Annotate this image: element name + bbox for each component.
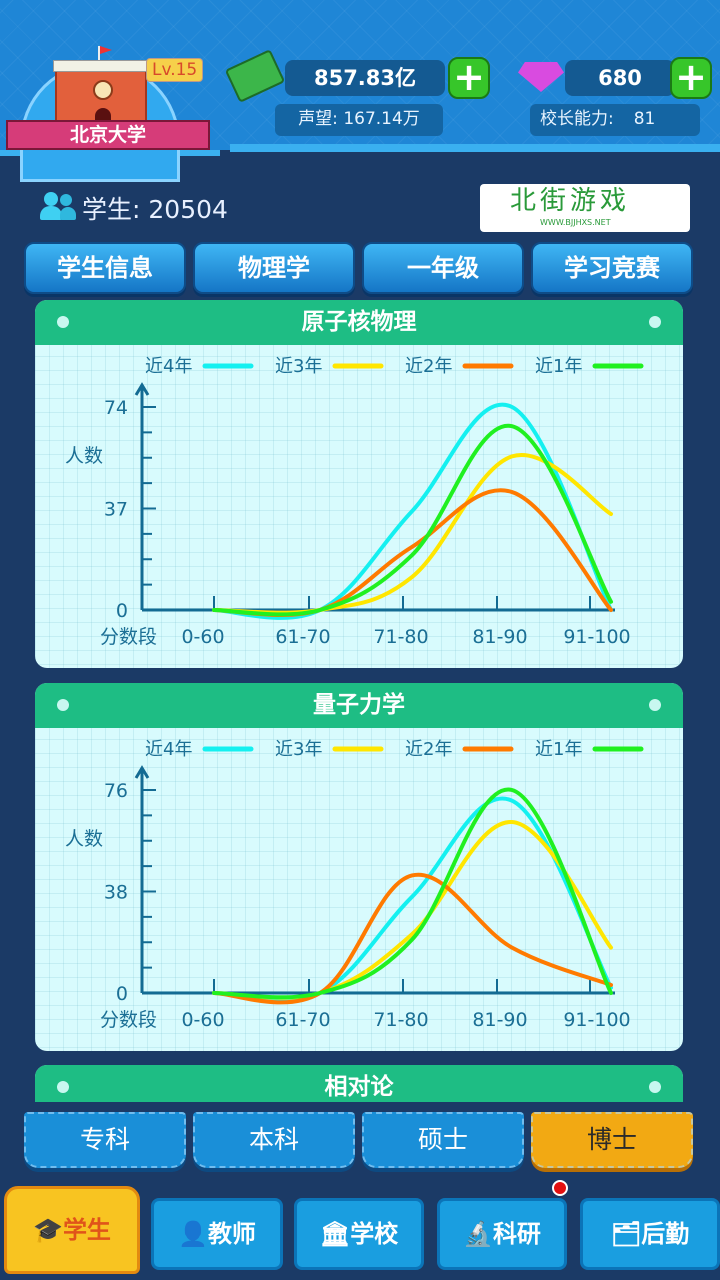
ability-label: 校长能力: [540, 109, 614, 129]
y-tick-label: 38 [104, 882, 128, 904]
x-tick-label: 0-60 [181, 626, 224, 648]
decor-dot [57, 699, 69, 711]
series-line [212, 796, 613, 1003]
flag-icon [98, 46, 112, 60]
decor-dot [57, 1081, 69, 1093]
x-tick-label: 0-60 [181, 1009, 224, 1031]
building-columns-icon: 🏛 [319, 1220, 351, 1248]
filter-student-info[interactable]: 学生信息 [24, 242, 186, 294]
chart-card-nuclear-physics: 原子核物理 近4年 近3年 近2年 近1年 0 37 74 人数分数段 0-60 61-70 71-… [35, 300, 683, 668]
x-tick-label: 61-70 [275, 626, 330, 648]
legend-label: 近4年 [145, 739, 192, 760]
microscope-icon: 🔬 [463, 1220, 493, 1248]
legend-label: 近1年 [535, 356, 582, 377]
legend-label: 近1年 [535, 739, 582, 760]
legend-label: 近2年 [405, 356, 452, 377]
nav-label: 科研 [492, 1220, 541, 1248]
student-count-value: 20504 [148, 195, 228, 224]
users-icon [40, 192, 76, 222]
y-tick-label: 37 [104, 499, 128, 521]
prestige-label: 声望: [298, 109, 338, 129]
legend-label: 近2年 [405, 739, 452, 760]
watermark-url: WWW.BJJHXS.NET [540, 218, 611, 227]
prestige-display: 声望: 167.14万 [275, 104, 443, 136]
chart-card-relativity: 相对论 [35, 1065, 683, 1102]
chart-title: 量子力学 [35, 683, 683, 728]
money-display: 857.83亿 [285, 60, 445, 96]
student-count: 学生: 20504 [82, 190, 228, 226]
series-line [212, 402, 613, 620]
x-axis-label: 分数段 [100, 626, 157, 648]
nav-teachers[interactable]: 👤教师 [151, 1198, 283, 1270]
chart-title: 原子核物理 [35, 300, 683, 345]
filter-competition[interactable]: 学习竞赛 [531, 242, 693, 294]
gem-display: 680 [565, 60, 675, 96]
level-tab-bachelor[interactable]: 本科 [193, 1112, 355, 1168]
y-axis-arrow [134, 382, 150, 396]
chart-title: 相对论 [35, 1065, 683, 1102]
x-tick-label: 91-100 [563, 626, 630, 648]
y-tick-label: 0 [116, 600, 128, 622]
y-tick-label: 74 [104, 397, 128, 419]
add-gems-button[interactable]: + [670, 57, 712, 99]
y-axis-label: 人数 [65, 445, 103, 467]
nav-label: 教师 [207, 1220, 256, 1248]
ability-display: 校长能力: 81 [530, 104, 700, 136]
notification-dot [552, 1180, 568, 1196]
student-count-label: 学生: [82, 195, 141, 224]
school-name: 北京大学 [6, 120, 210, 150]
teacher-icon: 👤 [178, 1220, 208, 1248]
graduation-cap-icon: 🎓 [33, 1216, 63, 1244]
logistics-icon: 🗂 [610, 1220, 642, 1248]
nav-research[interactable]: 🔬科研 [437, 1198, 567, 1270]
y-axis-label: 人数 [65, 828, 103, 850]
x-tick-label: 91-100 [563, 1009, 630, 1031]
watermark-text: 北街游戏 [510, 186, 631, 216]
decor-dot [57, 316, 69, 328]
nav-students[interactable]: 🎓学生 [4, 1186, 140, 1274]
nav-label: 学校 [350, 1220, 399, 1248]
legend-label: 近3年 [275, 356, 322, 377]
x-tick-label: 61-70 [275, 1009, 330, 1031]
prestige-value: 167.14万 [343, 109, 420, 129]
nav-label: 后勤 [641, 1220, 690, 1248]
ability-value: 81 [633, 109, 656, 129]
level-tab-associate[interactable]: 专科 [24, 1112, 186, 1168]
x-tick-label: 81-90 [472, 1009, 527, 1031]
x-tick-label: 71-80 [373, 1009, 428, 1031]
y-tick-label: 76 [104, 780, 128, 802]
y-tick-label: 0 [116, 983, 128, 1005]
series-line [212, 424, 613, 617]
watermark: 北街游戏 WWW.BJJHXS.NET [480, 184, 690, 232]
decor-dot [649, 316, 661, 328]
y-axis-arrow [134, 765, 150, 779]
legend-label: 近3年 [275, 739, 322, 760]
add-money-button[interactable]: + [448, 57, 490, 99]
x-tick-label: 81-90 [472, 626, 527, 648]
nav-logistics[interactable]: 🗂后勤 [580, 1198, 720, 1270]
decor-dot [649, 699, 661, 711]
filter-grade[interactable]: 一年级 [362, 242, 524, 294]
nav-label: 学生 [62, 1216, 111, 1244]
filter-major[interactable]: 物理学 [193, 242, 355, 294]
x-axis-label: 分数段 [100, 1009, 157, 1031]
series-line [212, 452, 613, 615]
x-tick-label: 71-80 [373, 626, 428, 648]
nav-school[interactable]: 🏛学校 [294, 1198, 424, 1270]
series-line [212, 787, 613, 1000]
level-tab-doctor[interactable]: 博士 [531, 1112, 693, 1168]
level-badge: Lv.15 [146, 58, 204, 82]
level-tab-master[interactable]: 硕士 [362, 1112, 524, 1168]
decor-dot [649, 1081, 661, 1093]
chart-card-quantum-mechanics: 量子力学 近4年 近3年 近2年 近1年 0 38 76 人数分数段 0-60 61-70 71-8… [35, 683, 683, 1051]
legend-label: 近4年 [145, 356, 192, 377]
